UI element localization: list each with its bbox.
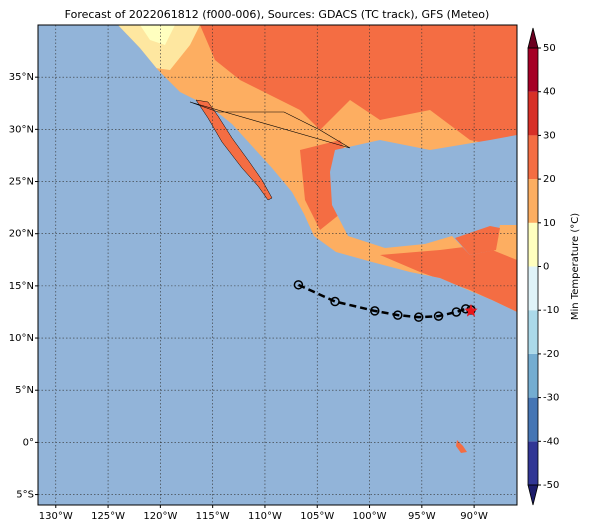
y-tick-label: 20°N (9, 229, 34, 240)
x-tick-label: 115°W (196, 511, 230, 522)
x-tick-label: 130°W (39, 511, 73, 522)
track-point (413, 312, 424, 322)
colorbar-tick-label: 10 (543, 218, 556, 229)
graticule (38, 25, 517, 505)
colorbar-segment (528, 266, 538, 311)
colorbar-segment (528, 48, 538, 92)
y-tick-label: 0° (23, 437, 34, 448)
colorbar-tick-label: 50 (543, 43, 556, 54)
colorbar-segment (528, 441, 538, 485)
current-position (464, 303, 478, 317)
colorbar-segment (528, 222, 538, 267)
colorbar-tick-label: 30 (543, 130, 556, 141)
track-point (370, 306, 380, 316)
colorbar: -50 -40 -30 -20 -10 0 10 20 30 40 50 Min Temperatur… (527, 27, 581, 506)
colorbar-tick-label: -40 (543, 436, 559, 447)
border (189, 101, 351, 149)
warm-region (380, 245, 517, 312)
colorbar-tick-label: -50 (543, 480, 559, 491)
storm-track (293, 280, 478, 322)
colorbar-extend-under (527, 484, 539, 506)
y-tick-label: 30°N (9, 124, 34, 135)
warm-region (200, 25, 517, 150)
cool-region (140, 25, 175, 45)
colorbar-tick-label: -20 (543, 349, 559, 360)
colorbar-tick-label: -10 (543, 305, 559, 316)
x-tick-label: 110°W (248, 511, 282, 522)
y-tick-label: 35°N (9, 72, 34, 83)
x-tick-label: 95°W (408, 511, 436, 522)
x-tick-label: 125°W (91, 511, 125, 522)
y-tick-label: 25°N (9, 177, 34, 188)
x-tick-label: 100°W (353, 511, 387, 522)
track-point (433, 311, 444, 321)
x-tick-label: 120°W (143, 511, 177, 522)
x-tick-label: 90°W (460, 511, 488, 522)
map-frame (37, 24, 518, 506)
colorbar-segment (528, 135, 538, 180)
y-tick-label: 10°N (9, 333, 34, 344)
y-tick-label: 5°N (15, 385, 34, 396)
colorbar-label: Min Temperature (°C) (570, 213, 581, 320)
track-point (451, 307, 462, 317)
track-point (393, 310, 403, 320)
colorbar-segment (528, 310, 538, 354)
map-area (38, 25, 517, 505)
colorbar-tick-label: 0 (543, 262, 549, 273)
x-tick-label: 105°W (300, 511, 334, 522)
colorbar-tick-label: 40 (543, 87, 556, 98)
map-title: Forecast of 2022061812 (f000-006), Sourc… (65, 8, 490, 21)
gulf-of-mexico (330, 135, 517, 255)
cool-region (118, 25, 200, 70)
yucatan (455, 226, 500, 255)
y-tick-label: 15°N (9, 281, 34, 292)
track-point (330, 296, 340, 307)
colorbar-segment (528, 179, 538, 223)
colorbar-segment (528, 397, 538, 442)
galapagos (456, 440, 467, 453)
colorbar-extend-over (527, 27, 539, 49)
baja-peninsula (195, 99, 273, 201)
colorbar-tick-label: 20 (543, 174, 556, 185)
colorbar-segment (528, 353, 538, 398)
colorbar-tick-label: -30 (543, 393, 559, 404)
colorbar-segment (528, 91, 538, 136)
y-tick-label: 5°S (16, 490, 34, 501)
track-point (293, 280, 304, 290)
track-line (297, 283, 472, 319)
